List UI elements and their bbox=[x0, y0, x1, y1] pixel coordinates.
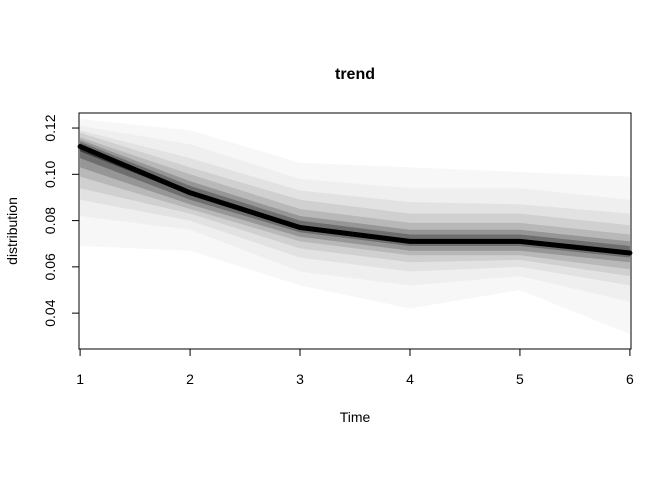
x-tick-label: 6 bbox=[626, 371, 634, 387]
y-tick-label: 0.08 bbox=[42, 207, 58, 234]
median-line bbox=[77, 144, 633, 256]
y-tick-label: 0.06 bbox=[42, 253, 58, 280]
x-tick-label: 4 bbox=[406, 371, 414, 387]
y-tick-label: 0.10 bbox=[42, 160, 58, 187]
x-tick-label: 2 bbox=[186, 371, 194, 387]
y-axis-label: distribution bbox=[4, 197, 20, 265]
y-axis: 0.04 0.06 0.08 0.10 0.12 bbox=[42, 114, 80, 327]
x-tick-label: 5 bbox=[516, 371, 524, 387]
x-axis: 1 2 3 4 5 6 bbox=[76, 348, 634, 387]
distribution-band-6 bbox=[80, 139, 630, 263]
x-axis-label: Time bbox=[340, 409, 371, 425]
y-tick-label: 0.04 bbox=[42, 299, 58, 326]
chart-title: trend bbox=[335, 66, 375, 83]
x-tick-label: 3 bbox=[296, 371, 304, 387]
y-tick-label: 0.12 bbox=[42, 114, 58, 141]
distribution-bands bbox=[80, 118, 630, 334]
x-tick-label: 1 bbox=[76, 371, 84, 387]
